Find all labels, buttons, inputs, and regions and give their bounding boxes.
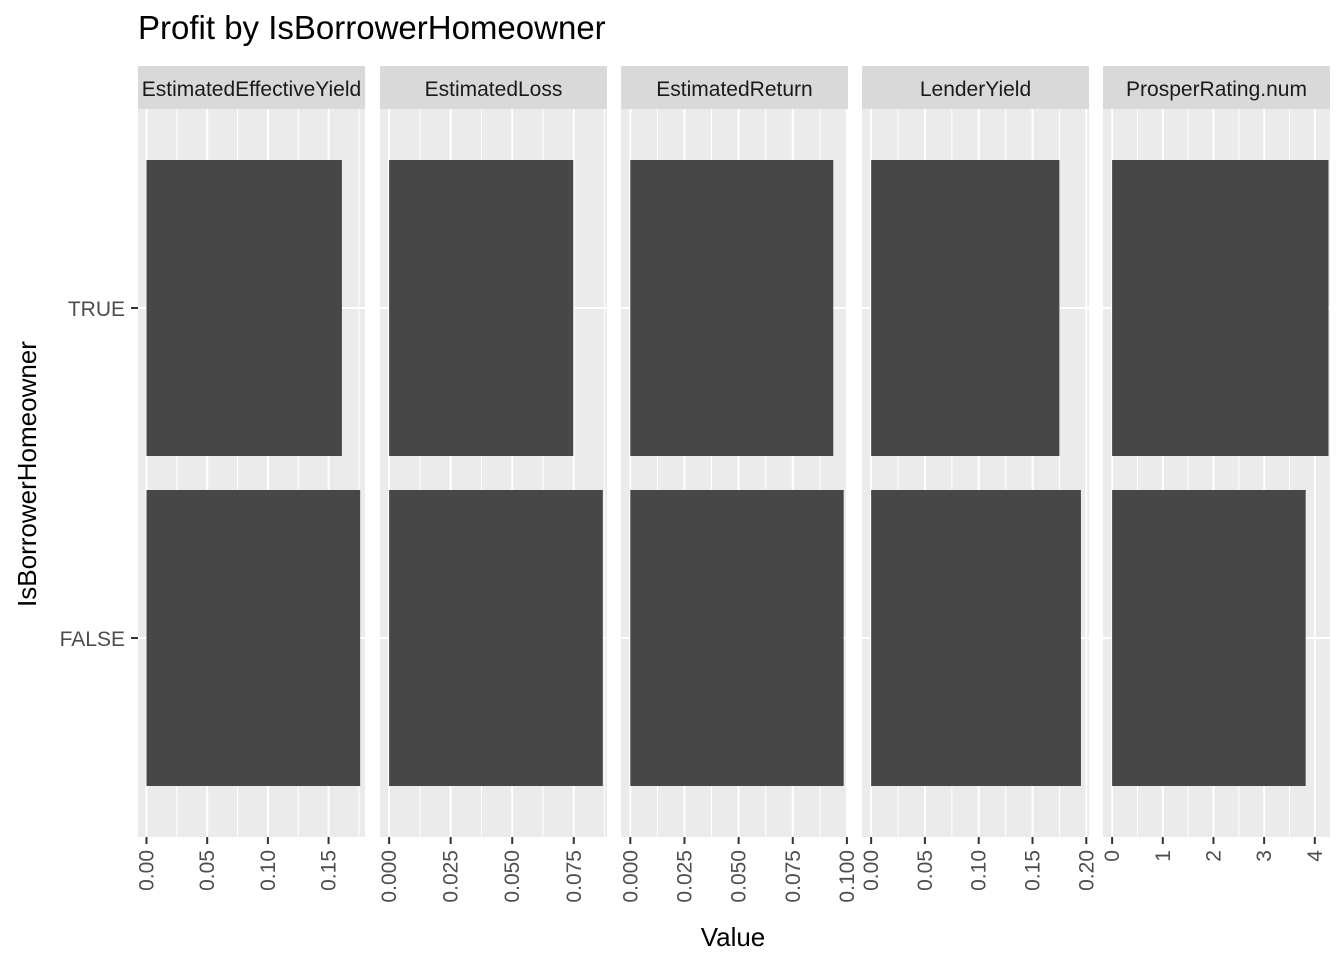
bar-false [871, 490, 1081, 786]
x-tick-label: 0 [1101, 850, 1124, 862]
x-tick-label: 0.00 [135, 850, 158, 891]
facet-strip [1103, 66, 1330, 109]
x-tick-label: 0.10 [968, 850, 991, 891]
x-tick-label: 4 [1304, 850, 1327, 862]
x-tick-label: 1 [1152, 850, 1175, 862]
facet-panel: ProsperRating.num 0 1 2 3 4 [1101, 66, 1330, 862]
x-tick-label: 0.20 [1075, 850, 1098, 891]
x-tick-label: 0.000 [378, 850, 401, 903]
y-tick-label: TRUE [68, 298, 125, 321]
facet-strip [621, 66, 848, 109]
bar-true [1112, 160, 1329, 456]
bar-true [630, 160, 834, 456]
x-tick-label: 0.050 [501, 850, 524, 903]
bar-false [630, 490, 844, 786]
x-tick-label: 0.025 [673, 850, 696, 903]
x-tick-label: 0.000 [619, 850, 642, 903]
y-axis-title: IsBorrowerHomeowner [12, 341, 42, 607]
y-tick-label: FALSE [60, 628, 125, 651]
bar-true [389, 160, 574, 456]
x-tick-label: 0.075 [563, 850, 586, 903]
bar-false [389, 490, 603, 786]
x-tick-label: 0.050 [728, 850, 751, 903]
bar-true [146, 160, 342, 456]
x-tick-label: 0.05 [196, 850, 219, 891]
x-tick-label: 0.15 [1022, 850, 1045, 891]
facet-panel: EstimatedEffectiveYield 0.00 0.05 0.10 0.15 [135, 66, 365, 891]
x-tick-label: 0.10 [257, 850, 280, 891]
facet-panel: LenderYield 0.00 0.05 0.10 0.15 0.20 [860, 66, 1098, 891]
y-axis: TRUE FALSE [60, 298, 138, 651]
bar-true [871, 160, 1060, 456]
facet-strip-label: EstimatedEffectiveYield [142, 78, 361, 101]
facet-strip-label: ProsperRating.num [1126, 78, 1307, 101]
facet-strip [138, 66, 365, 109]
x-axis-title: Value [701, 922, 766, 952]
facet-panel: EstimatedLoss 0.000 0.025 0.050 0.075 [378, 66, 607, 903]
x-tick-label: 0.00 [860, 850, 883, 891]
x-tick-label: 0.075 [782, 850, 805, 903]
x-tick-label: 0.100 [836, 850, 859, 903]
bar-false [1112, 490, 1306, 786]
facet-panel: EstimatedReturn 0.000 0.025 0.050 0.075 0.100 [619, 66, 859, 903]
x-tick-label: 0.15 [318, 850, 341, 891]
facet-strip-label: EstimatedReturn [656, 78, 812, 101]
facet-strip-label: EstimatedLoss [425, 78, 563, 101]
x-tick-label: 3 [1253, 850, 1276, 862]
facet-strip [862, 66, 1089, 109]
bar-false [146, 490, 361, 786]
x-tick-label: 2 [1202, 850, 1225, 862]
chart-title: Profit by IsBorrowerHomeowner [138, 9, 606, 46]
facet-strip [380, 66, 607, 109]
facet-strip-label: LenderYield [920, 78, 1031, 101]
x-tick-label: 0.025 [440, 850, 463, 903]
x-tick-label: 0.05 [914, 850, 937, 891]
